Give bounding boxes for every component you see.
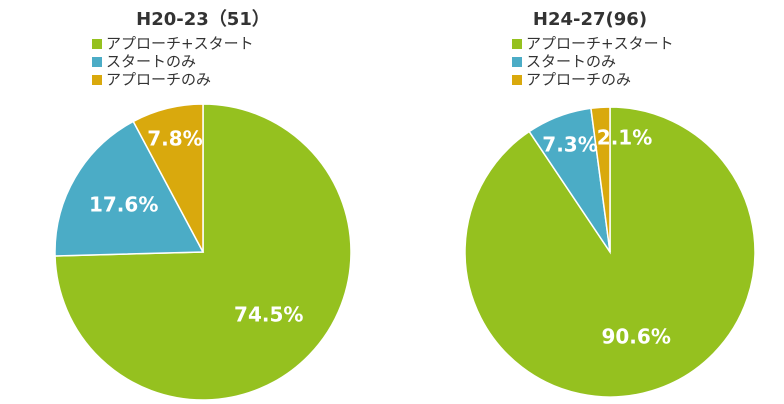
- legend-label: アプローチのみ: [526, 71, 631, 89]
- pie-slice: [54, 120, 205, 257]
- legend-swatch: [512, 39, 522, 49]
- value-label: 7.8%: [147, 127, 202, 151]
- chart-title: H24-27(96): [533, 9, 647, 30]
- legend-swatch: [92, 39, 102, 49]
- value-label: 90.6%: [601, 325, 670, 349]
- legend-label: アプローチ+スタート: [106, 35, 254, 53]
- value-label: 17.6%: [89, 192, 158, 216]
- legend-label: スタートのみ: [526, 53, 616, 71]
- value-label: 74.5%: [234, 303, 303, 327]
- value-label: 7.3%: [542, 133, 597, 157]
- legend-swatch: [512, 57, 522, 67]
- chart-title: H20-23（51）: [136, 9, 270, 30]
- legend-swatch: [512, 75, 522, 85]
- pie-slice: [132, 103, 204, 253]
- legend-label: アプローチのみ: [106, 71, 211, 89]
- value-label: 2.1%: [597, 126, 652, 150]
- pie-slice: [590, 106, 611, 253]
- legend-label: スタートのみ: [106, 53, 196, 71]
- legend-swatch: [92, 57, 102, 67]
- legend-swatch: [92, 75, 102, 85]
- legend-label: アプローチ+スタート: [526, 35, 674, 53]
